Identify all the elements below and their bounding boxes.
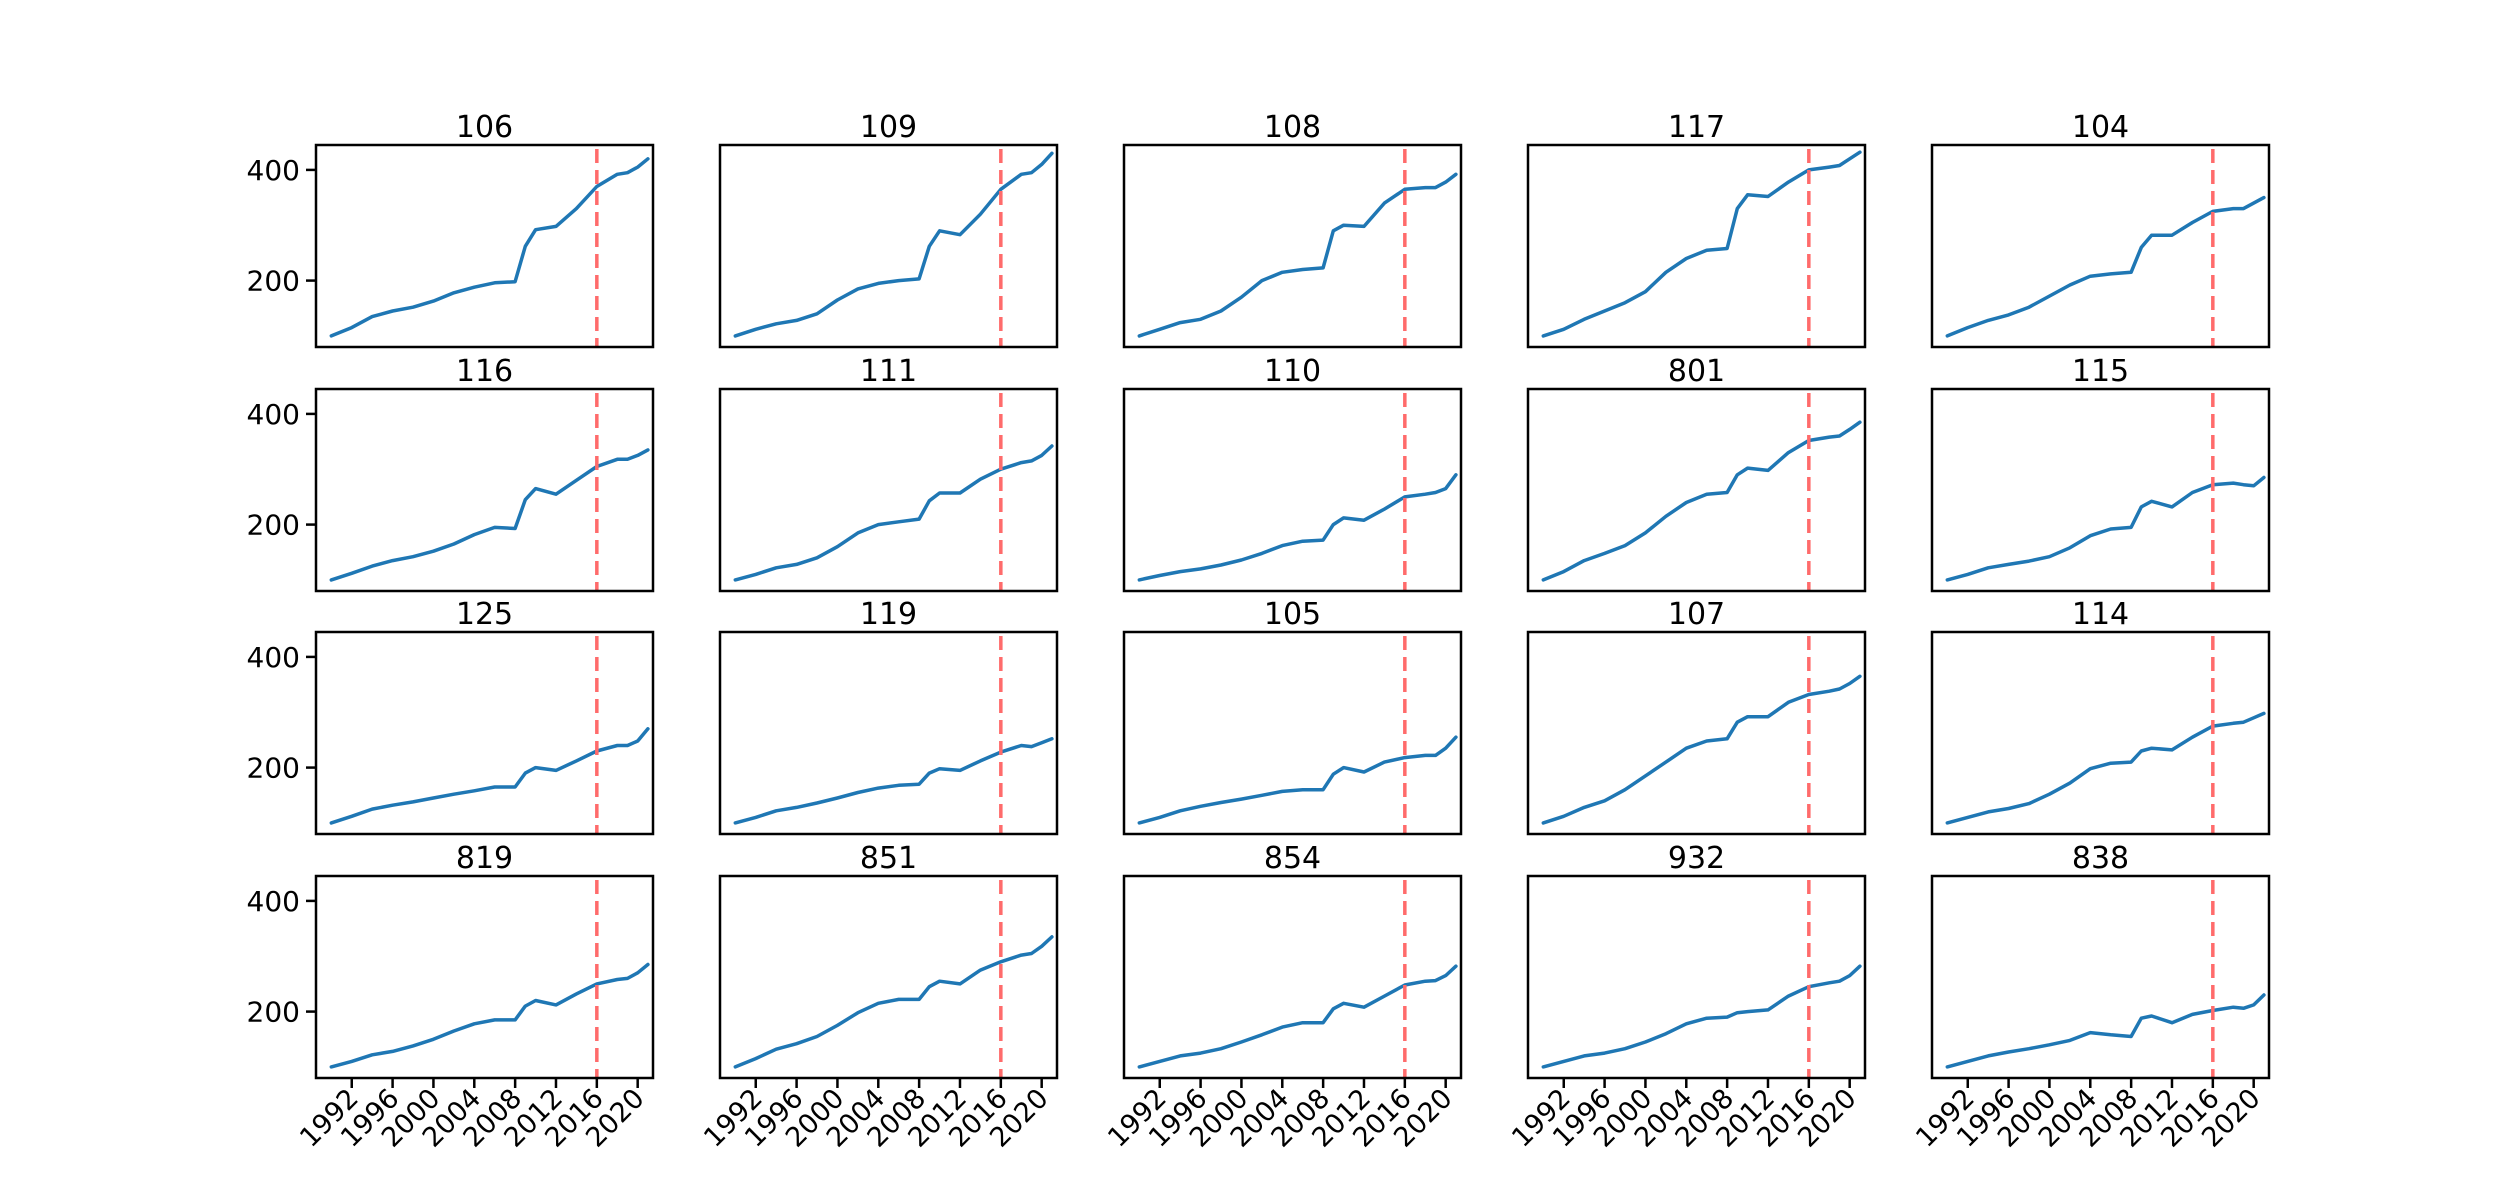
panel-108: 108 xyxy=(1122,110,1463,349)
panel-title: 115 xyxy=(2072,354,2129,389)
panel-104: 104 xyxy=(1930,110,2271,349)
axes-frame xyxy=(718,630,1059,836)
axes-frame xyxy=(1122,143,1463,349)
series-line xyxy=(1137,964,1458,1069)
panel-109: 109 xyxy=(718,110,1059,349)
panel-title: 854 xyxy=(1264,841,1321,876)
axes-frame xyxy=(1526,630,1867,836)
panel-title: 819 xyxy=(456,841,513,876)
series-line xyxy=(733,737,1054,825)
series-line xyxy=(1541,420,1862,582)
series-line xyxy=(1137,172,1458,338)
panel-title: 851 xyxy=(860,841,917,876)
y-tick-label: 400 xyxy=(247,398,300,431)
axes-frame xyxy=(1526,874,1867,1080)
series-line xyxy=(329,157,650,338)
panel-117: 117 xyxy=(1526,110,1867,349)
axes-frame xyxy=(1930,874,2271,1080)
axes-frame xyxy=(1930,630,2271,836)
panel-115: 115 xyxy=(1930,354,2271,593)
panel-114: 114 xyxy=(1930,597,2271,836)
panel-title: 111 xyxy=(860,354,917,389)
panel-title: 114 xyxy=(2072,597,2129,632)
panel-title: 109 xyxy=(860,110,917,145)
series-line xyxy=(329,727,650,825)
axes-frame xyxy=(314,874,655,1080)
series-line xyxy=(733,151,1054,338)
series-line xyxy=(1137,735,1458,825)
panel-title: 108 xyxy=(1264,110,1321,145)
series-line xyxy=(1541,964,1862,1069)
panel-title: 106 xyxy=(456,110,513,145)
panel-801: 801 xyxy=(1526,354,1867,593)
series-line xyxy=(1945,475,2266,582)
axes-frame xyxy=(1930,387,2271,593)
axes-frame xyxy=(314,143,655,349)
series-line xyxy=(329,962,650,1069)
panel-title: 117 xyxy=(1668,110,1725,145)
axes-frame xyxy=(314,630,655,836)
axes-frame xyxy=(718,143,1059,349)
axes-frame xyxy=(314,387,655,593)
panel-title: 838 xyxy=(2072,841,2129,876)
panel-title: 110 xyxy=(1264,354,1321,389)
panel-116: 116 200 400 xyxy=(247,354,655,593)
panel-title: 125 xyxy=(456,597,513,632)
panel-title: 107 xyxy=(1668,597,1725,632)
series-line xyxy=(1945,711,2266,825)
y-tick-label: 400 xyxy=(247,641,300,674)
series-line xyxy=(733,935,1054,1069)
axes-frame xyxy=(1122,387,1463,593)
panel-title: 105 xyxy=(1264,597,1321,632)
series-line xyxy=(329,448,650,582)
axes-frame xyxy=(1526,143,1867,349)
axes-frame xyxy=(718,874,1059,1080)
axes-frame xyxy=(1122,630,1463,836)
panel-819: 8192004001992199620002004200820122016202… xyxy=(247,841,655,1154)
panel-106: 106 200 400 xyxy=(247,110,655,349)
panel-119: 119 xyxy=(718,597,1059,836)
axes-frame xyxy=(1122,874,1463,1080)
y-tick-label: 200 xyxy=(247,752,300,785)
series-line xyxy=(733,444,1054,582)
panel-105: 105 xyxy=(1122,597,1463,836)
axes-frame xyxy=(1930,143,2271,349)
axes-frame xyxy=(1526,387,1867,593)
series-line xyxy=(1945,993,2266,1069)
panel-111: 111 xyxy=(718,354,1059,593)
series-line xyxy=(1541,674,1862,825)
y-tick-label: 400 xyxy=(247,154,300,187)
series-line xyxy=(1945,195,2266,338)
panel-title: 801 xyxy=(1668,354,1725,389)
panel-125: 125 200 400 xyxy=(247,597,655,836)
series-line xyxy=(1541,150,1862,338)
panel-title: 119 xyxy=(860,597,917,632)
y-tick-label: 200 xyxy=(247,509,300,542)
y-tick-label: 200 xyxy=(247,265,300,298)
panel-title: 932 xyxy=(1668,841,1725,876)
panel-title: 116 xyxy=(456,354,513,389)
y-tick-label: 200 xyxy=(247,996,300,1029)
panel-title: 104 xyxy=(2072,110,2129,145)
panel-110: 110 xyxy=(1122,354,1463,593)
panel-107: 107 xyxy=(1526,597,1867,836)
series-line xyxy=(1137,473,1458,582)
axes-frame xyxy=(718,387,1059,593)
y-tick-label: 400 xyxy=(247,885,300,918)
